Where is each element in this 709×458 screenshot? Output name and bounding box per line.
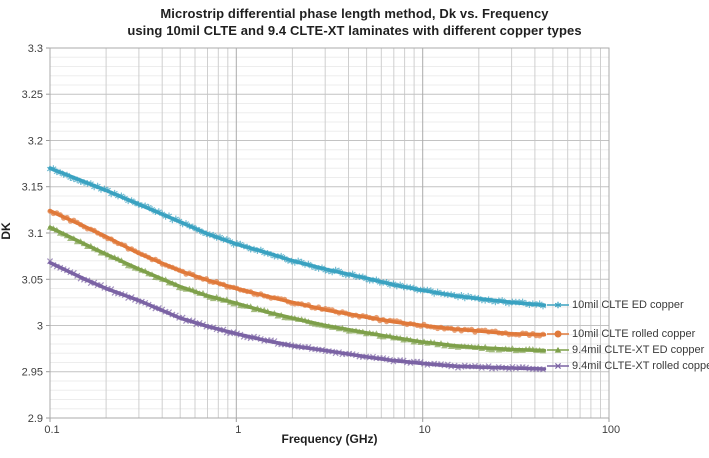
svg-text:100: 100 [602,424,620,436]
svg-text:1: 1 [235,424,241,436]
svg-text:3.15: 3.15 [22,182,43,194]
chart-title-line1: Microstrip differential phase length met… [160,6,549,21]
svg-text:3.1: 3.1 [28,228,43,240]
svg-text:10: 10 [419,424,431,436]
chart-title: Microstrip differential phase length met… [0,5,709,39]
chart-title-line2: using 10mil CLTE and 9.4 CLTE-XT laminat… [127,23,582,38]
svg-text:3.2: 3.2 [28,136,43,148]
svg-text:3: 3 [37,321,43,333]
x-axis-title: Frequency (GHz) [281,432,378,446]
svg-text:3.25: 3.25 [22,89,43,101]
svg-text:3.3: 3.3 [28,43,43,55]
y-axis-title: DK [0,222,13,240]
svg-text:0.1: 0.1 [44,424,59,436]
svg-text:3.05: 3.05 [22,274,43,286]
svg-text:2.9: 2.9 [28,413,43,425]
svg-text:2.95: 2.95 [22,367,43,379]
